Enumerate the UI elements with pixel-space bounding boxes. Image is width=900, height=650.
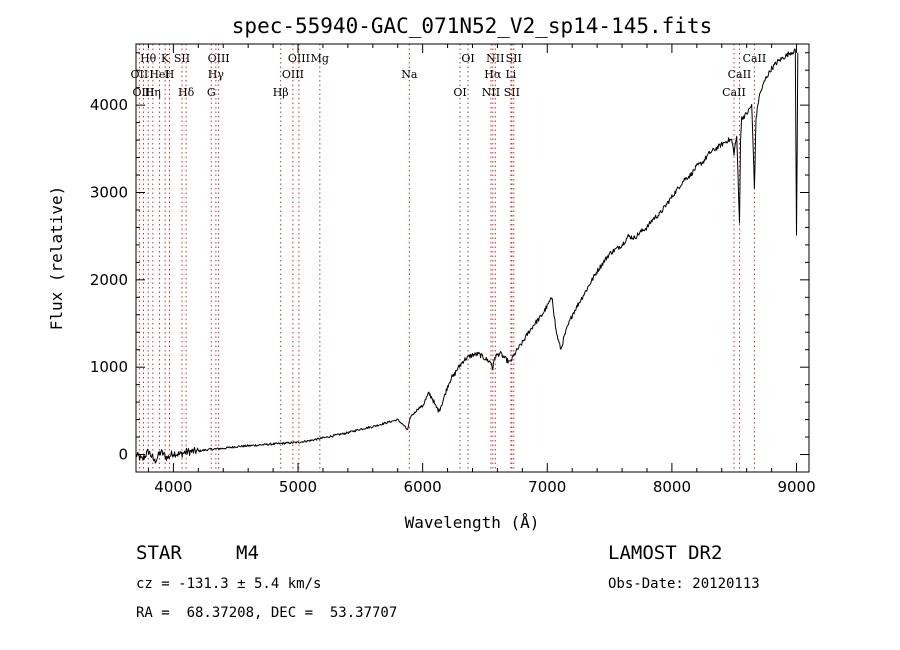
- y-tick-label: 0: [118, 446, 128, 464]
- chart-title: spec-55940-GAC_071N52_V2_sp14-145.fits: [232, 14, 712, 38]
- line-marker-label: Hη: [145, 86, 161, 99]
- y-tick-label: 1000: [90, 358, 128, 376]
- y-tick-label: 2000: [90, 271, 128, 289]
- line-marker-label: Hα: [484, 68, 502, 81]
- y-tick-label: 4000: [90, 96, 128, 114]
- line-marker-label: K: [161, 52, 170, 65]
- line-marker-label: SII: [506, 52, 522, 65]
- series-layer: [135, 48, 799, 464]
- x-tick-label: 9000: [777, 478, 815, 496]
- x-tick-label: 7000: [528, 478, 566, 496]
- coordinates-ra-dec: RA = 68.37208, DEC = 53.37707: [136, 605, 398, 621]
- spectrum-line: [135, 48, 799, 464]
- line-marker-label: OIII: [282, 68, 304, 81]
- line-marker-label: Mg: [311, 52, 329, 65]
- x-tick-label: 5000: [279, 478, 317, 496]
- x-tick-label: 6000: [404, 478, 442, 496]
- line-marker-label: Hθ: [140, 52, 157, 65]
- x-tick-label: 4000: [154, 478, 192, 496]
- line-marker-label: Hβ: [273, 86, 289, 99]
- emission-line-markers: HθOIIOIIIKHeIHηSIIHHδOIIIHγGOIIIOIIIHβMg…: [131, 44, 767, 472]
- redshift-cz: cz = -131.3 ± 5.4 km/s: [136, 576, 322, 592]
- line-marker-label: HeI: [149, 68, 169, 81]
- y-axis-label: Flux (relative): [47, 186, 66, 331]
- plot-frame: [135, 43, 810, 473]
- survey-name: LAMOST DR2: [608, 542, 723, 564]
- x-tick-label: 8000: [653, 478, 691, 496]
- y-tick-label: 3000: [90, 183, 128, 201]
- observation-date: Obs-Date: 20120113: [608, 576, 760, 592]
- line-marker-label: OIII: [288, 52, 310, 65]
- line-marker-label: Hδ: [178, 86, 195, 99]
- axis-ticks: 4000 5000 6000 7000 8000 9000 0 1000 2000 3000 400…: [90, 44, 816, 496]
- x-axis-label: Wavelength (Å): [405, 513, 540, 532]
- line-marker-label: OIII: [208, 52, 230, 65]
- line-marker-label: CaII: [743, 52, 767, 65]
- line-marker-label: SII: [174, 52, 190, 65]
- line-marker-label: OI: [453, 86, 466, 99]
- line-marker-label: NII: [486, 52, 504, 65]
- line-marker-label: H: [165, 68, 175, 81]
- line-marker-label: Li: [505, 68, 516, 81]
- line-marker-label: CaII: [722, 86, 746, 99]
- line-marker-label: Hγ: [208, 68, 225, 81]
- object-class: STAR: [136, 542, 182, 564]
- line-marker-label: SII: [504, 86, 520, 99]
- line-marker-label: OIII: [132, 86, 154, 99]
- line-marker-label: Na: [401, 68, 418, 81]
- line-marker-label: NII: [482, 86, 500, 99]
- object-subclass: M4: [236, 542, 259, 564]
- line-marker-label: OI: [461, 52, 474, 65]
- line-marker-label: CaII: [728, 68, 752, 81]
- line-marker-label: G: [207, 86, 216, 99]
